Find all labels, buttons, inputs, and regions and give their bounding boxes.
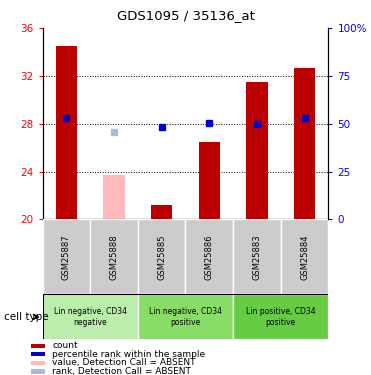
Text: rank, Detection Call = ABSENT: rank, Detection Call = ABSENT [52,367,191,375]
Bar [198,142,220,219]
Text: GSM25884: GSM25884 [300,234,309,280]
Text: value, Detection Call = ABSENT: value, Detection Call = ABSENT [52,358,196,368]
Bar [56,46,77,219]
Bar [31,344,45,348]
Text: GSM25886: GSM25886 [205,234,214,280]
Bar [294,68,315,219]
Text: GSM25888: GSM25888 [109,234,119,280]
Text: GDS1095 / 35136_at: GDS1095 / 35136_at [116,9,255,22]
Text: GSM25885: GSM25885 [157,234,166,280]
Bar [233,294,328,339]
Bar [186,219,233,294]
Text: GSM25883: GSM25883 [252,234,262,280]
Text: Lin negative, CD34
negative: Lin negative, CD34 negative [54,307,127,327]
Bar [43,219,90,294]
Text: cell type: cell type [4,312,48,322]
Text: Lin negative, CD34
positive: Lin negative, CD34 positive [149,307,222,327]
Text: GSM25887: GSM25887 [62,234,71,280]
Bar [151,205,173,219]
Bar [138,219,186,294]
Text: percentile rank within the sample: percentile rank within the sample [52,350,206,359]
Bar [233,219,281,294]
Bar [31,369,45,374]
Bar [138,294,233,339]
Bar [31,361,45,365]
Bar [281,219,328,294]
Bar [90,219,138,294]
Bar [246,82,267,219]
Bar [31,352,45,357]
Bar [43,294,138,339]
Text: Lin positive, CD34
positive: Lin positive, CD34 positive [246,307,316,327]
Text: count: count [52,341,78,350]
Bar [104,175,125,219]
